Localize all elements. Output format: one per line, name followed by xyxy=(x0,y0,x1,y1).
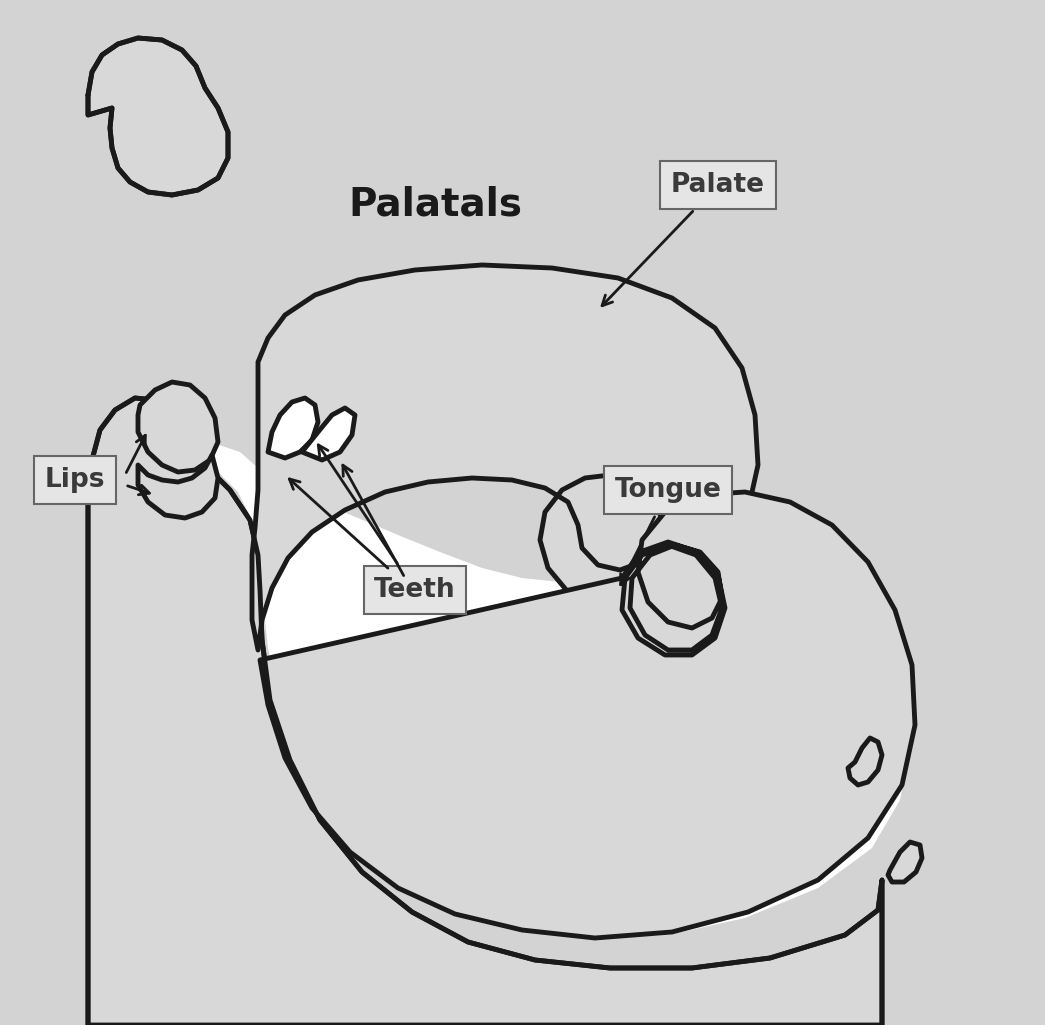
Text: Lips: Lips xyxy=(45,467,106,493)
Polygon shape xyxy=(888,842,922,882)
Polygon shape xyxy=(847,738,882,785)
Text: Tongue: Tongue xyxy=(614,477,721,584)
Text: Teeth: Teeth xyxy=(319,445,456,603)
Polygon shape xyxy=(138,382,218,472)
Polygon shape xyxy=(302,408,355,460)
Polygon shape xyxy=(252,265,758,650)
Polygon shape xyxy=(88,398,882,1025)
Polygon shape xyxy=(88,38,228,195)
Polygon shape xyxy=(188,442,910,938)
Polygon shape xyxy=(268,398,318,458)
Text: Palatals: Palatals xyxy=(348,186,522,224)
Polygon shape xyxy=(260,492,915,938)
Text: Palate: Palate xyxy=(602,172,765,305)
Polygon shape xyxy=(138,455,218,518)
